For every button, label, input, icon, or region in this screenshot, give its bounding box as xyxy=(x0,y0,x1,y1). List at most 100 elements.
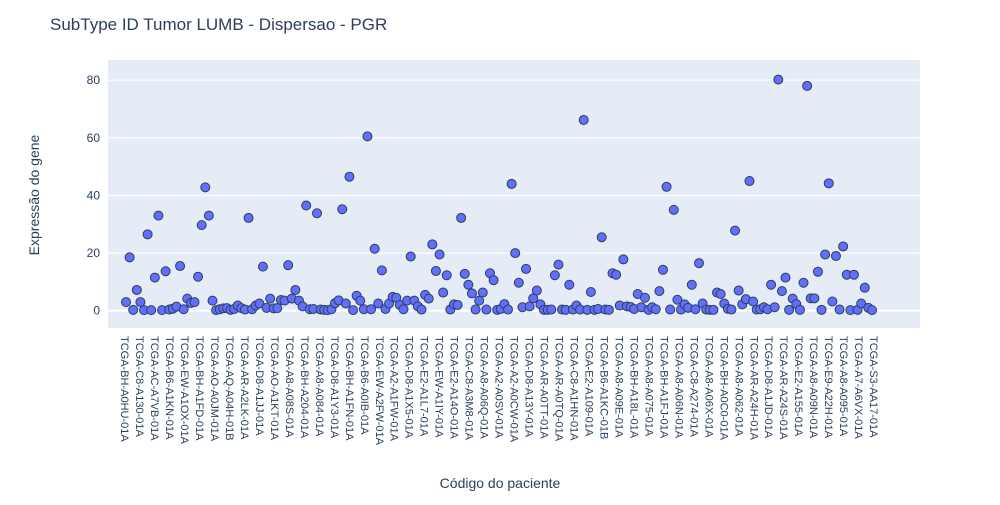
data-point xyxy=(312,208,323,219)
data-point xyxy=(510,248,521,259)
x-tick-label: TCGA-B6-A1KC-01B xyxy=(597,336,609,439)
x-tick-label: TCGA-A8-A084-01A xyxy=(313,336,325,437)
data-point xyxy=(506,178,517,189)
data-point xyxy=(730,225,741,236)
data-point xyxy=(809,293,820,304)
data-point xyxy=(196,220,207,231)
data-point xyxy=(654,286,665,297)
x-tick-label: TCGA-AQ-A04H-01B xyxy=(223,336,235,441)
x-tick-label: TCGA-A8-A095-01A xyxy=(837,336,849,437)
data-point xyxy=(175,261,186,272)
x-tick-label: TCGA-BH-A0C0-01A xyxy=(717,336,729,441)
x-tick-label: TCGA-EW-A1IY-01A xyxy=(433,336,445,438)
x-tick-label: TCGA-A8-A09N-01A xyxy=(807,336,819,439)
data-point xyxy=(816,304,827,315)
data-point xyxy=(856,298,867,309)
data-point xyxy=(488,275,499,286)
x-tick-label: TCGA-D8-A1X5-01A xyxy=(403,336,415,439)
data-point xyxy=(430,265,441,276)
x-tick-label: TCGA-BH-A1FJ-01A xyxy=(657,336,669,439)
data-point xyxy=(207,295,218,306)
y-tick-label: 80 xyxy=(87,73,101,87)
data-point xyxy=(142,229,153,240)
x-tick-label: TCGA-EW-A2FW-01A xyxy=(373,336,385,446)
data-point xyxy=(596,232,607,243)
x-tick-label: TCGA-BH-A1FD-01A xyxy=(193,336,205,441)
x-tick-label: TCGA-C8-A3M8-01A xyxy=(463,336,475,441)
data-point xyxy=(859,282,870,293)
data-point xyxy=(459,268,470,279)
x-tick-label: TCGA-B6-A1KN-01A xyxy=(163,336,175,440)
x-tick-label: TCGA-E2-A109-01A xyxy=(582,336,594,437)
x-tick-label: TCGA-A8-A08S-01A xyxy=(283,336,295,438)
data-point xyxy=(131,284,142,295)
chart-title: SubType ID Tumor LUMB - Dispersao - PGR xyxy=(50,15,387,34)
data-point xyxy=(348,305,359,316)
data-point xyxy=(823,178,834,189)
x-axis-title: Código do paciente xyxy=(440,475,561,491)
x-tick-label: TCGA-AR-A0TQ-01A xyxy=(553,336,565,442)
data-point xyxy=(784,304,795,315)
x-tick-label: TCGA-A2-A0SV-01A xyxy=(493,336,505,439)
data-point xyxy=(193,271,204,282)
x-tick-label: TCGA-A2-A1FW-01A xyxy=(388,336,400,442)
data-point xyxy=(794,304,805,315)
data-point xyxy=(733,285,744,296)
y-tick-label: 20 xyxy=(87,246,101,260)
x-tick-label: TCGA-AR-A0TT-01A xyxy=(538,336,550,439)
data-point xyxy=(362,131,373,142)
data-point xyxy=(481,304,492,315)
x-tick-labels: TCGA-BH-A0HU-01A TCGA-C8-A130-01A TCGA-AC-… xyxy=(118,336,879,446)
data-point xyxy=(301,200,312,211)
data-point xyxy=(438,287,449,298)
x-tick-label: TCGA-AR-A24H-01A xyxy=(747,336,759,441)
data-point xyxy=(470,304,481,315)
x-tick-label: TCGA-AO-A0JM-01A xyxy=(208,336,220,442)
data-point xyxy=(780,272,791,283)
data-point xyxy=(463,279,474,290)
data-point xyxy=(441,270,452,281)
data-point xyxy=(466,288,477,299)
data-point xyxy=(766,279,777,290)
data-point xyxy=(135,297,146,308)
data-point xyxy=(694,258,705,269)
data-point xyxy=(726,304,737,315)
data-point xyxy=(200,182,211,193)
data-point xyxy=(546,304,557,315)
data-point xyxy=(812,266,823,277)
x-tick-label: TCGA-D8-A1JD-01A xyxy=(762,336,774,439)
data-point xyxy=(434,249,445,260)
x-tick-label: TCGA-S3-AA17-01A xyxy=(867,336,879,438)
x-tick-label: TCGA-AC-A7VB-01A xyxy=(148,336,160,441)
data-point xyxy=(603,304,614,315)
x-tick-label: TCGA-A8-A06X-01A xyxy=(702,336,714,438)
data-point xyxy=(668,204,679,215)
x-tick-label: TCGA-A8-A062-01A xyxy=(732,336,744,437)
x-tick-label: TCGA-A7-A6VX-01A xyxy=(852,336,864,439)
data-point xyxy=(513,277,524,288)
x-tick-label: TCGA-AR-A2LK-01A xyxy=(238,336,250,440)
data-point xyxy=(189,297,200,308)
data-point xyxy=(830,250,841,261)
data-point xyxy=(665,304,676,315)
y-tick-label: 60 xyxy=(87,131,101,145)
x-tick-label: TCGA-B6-A0IB-01A xyxy=(358,336,370,435)
x-tick-label: TCGA-E2-A155-01A xyxy=(792,336,804,437)
data-point xyxy=(283,260,294,271)
data-point xyxy=(369,243,380,254)
data-point xyxy=(423,293,434,304)
x-tick-label: TCGA-D8-A1Y3-01A xyxy=(328,336,340,439)
data-point xyxy=(834,304,845,315)
data-point xyxy=(146,305,157,316)
data-point xyxy=(398,304,409,315)
x-tick-label: TCGA-BH-A204-01A xyxy=(298,336,310,439)
data-point xyxy=(618,254,629,265)
x-tick-label: TCGA-A8-A09E-01A xyxy=(612,336,624,438)
data-point xyxy=(838,241,849,252)
data-point xyxy=(748,296,759,307)
data-point xyxy=(257,261,268,272)
data-point xyxy=(373,298,384,309)
data-point xyxy=(639,292,650,303)
data-point xyxy=(243,212,254,223)
